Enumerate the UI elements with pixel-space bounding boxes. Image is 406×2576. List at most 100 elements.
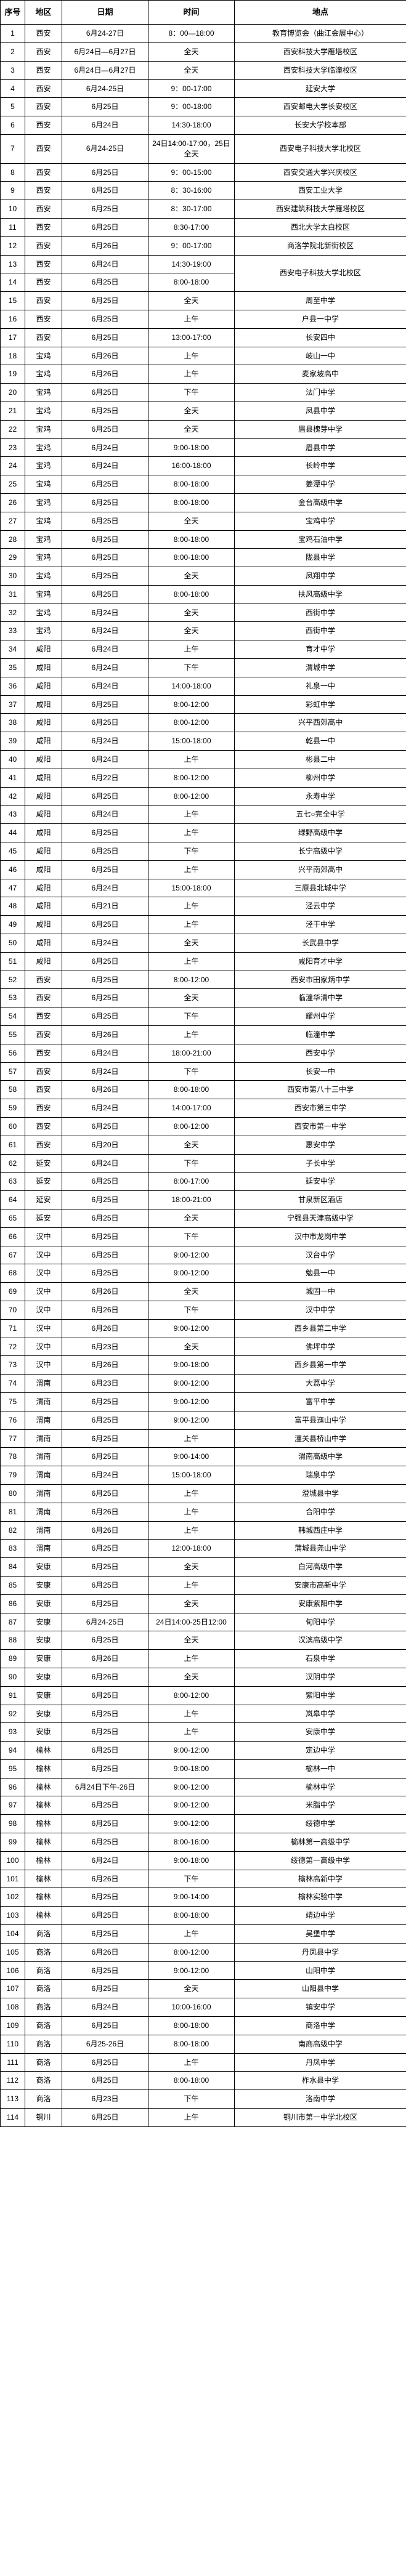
cell-region: 西安	[25, 200, 62, 219]
table-row: 30宝鸡6月25日全天凤翔中学	[1, 567, 406, 586]
cell-time: 14:00-18:00	[148, 677, 235, 695]
cell-date: 6月26日	[62, 1503, 148, 1521]
table-row: 42咸阳6月25日8:00-12:00永寿中学	[1, 787, 406, 806]
cell-place: 柳州中学	[235, 769, 406, 787]
cell-seq: 54	[1, 1007, 25, 1026]
cell-date: 6月25日	[62, 1411, 148, 1429]
cell-time: 8:00-18:00	[148, 530, 235, 549]
cell-time: 18:00-21:00	[148, 1191, 235, 1209]
cell-place: 汉中市龙岗中学	[235, 1227, 406, 1246]
cell-date: 6月25日	[62, 1980, 148, 1998]
cell-region: 咸阳	[25, 897, 62, 916]
cell-seq: 67	[1, 1246, 25, 1264]
cell-date: 6月25日	[62, 1925, 148, 1944]
cell-date: 6月25日	[62, 567, 148, 586]
table-row: 76渭南6月25日9:00-12:00富平县迤山中学	[1, 1411, 406, 1429]
cell-region: 咸阳	[25, 860, 62, 879]
cell-seq: 86	[1, 1594, 25, 1613]
cell-region: 西安	[25, 255, 62, 273]
cell-place: 绿野高级中学	[235, 824, 406, 842]
cell-time: 15:00-18:00	[148, 879, 235, 897]
cell-date: 6月25日	[62, 1173, 148, 1191]
cell-region: 宝鸡	[25, 567, 62, 586]
cell-time: 上午	[148, 365, 235, 384]
table-row: 39咸阳6月24日15:00-18:00乾县一中	[1, 732, 406, 751]
cell-place: 法门中学	[235, 384, 406, 402]
table-row: 62延安6月24日下午子长中学	[1, 1154, 406, 1173]
table-row: 51咸阳6月25日上午咸阳育才中学	[1, 952, 406, 971]
cell-place: 西安科技大学雁塔校区	[235, 42, 406, 61]
cell-time: 全天	[148, 1594, 235, 1613]
cell-region: 安康	[25, 1705, 62, 1723]
cell-region: 西安	[25, 1099, 62, 1118]
cell-region: 西安	[25, 273, 62, 292]
cell-date: 6月25日	[62, 2017, 148, 2035]
cell-seq: 40	[1, 751, 25, 769]
cell-place: 商洛中学	[235, 2017, 406, 2035]
cell-region: 安康	[25, 1723, 62, 1742]
cell-time: 9：00-18:00	[148, 98, 235, 116]
cell-time: 24日14:00-17:00，25日全天	[148, 134, 235, 163]
cell-seq: 58	[1, 1081, 25, 1099]
cell-region: 西安	[25, 116, 62, 135]
cell-seq: 13	[1, 255, 25, 273]
cell-time: 下午	[148, 842, 235, 861]
cell-region: 渭南	[25, 1411, 62, 1429]
table-row: 90安康6月26日全天汉阴中学	[1, 1668, 406, 1686]
cell-place: 陇县中学	[235, 549, 406, 567]
cell-region: 咸阳	[25, 677, 62, 695]
cell-place: 渭南高级中学	[235, 1448, 406, 1466]
cell-seq: 78	[1, 1448, 25, 1466]
cell-time: 8:00-18:00	[148, 549, 235, 567]
cell-date: 6月25日	[62, 1264, 148, 1283]
cell-date: 6月24日	[62, 879, 148, 897]
cell-region: 咸阳	[25, 934, 62, 953]
cell-seq: 4	[1, 79, 25, 98]
cell-date: 6月25日	[62, 1209, 148, 1227]
cell-time: 全天	[148, 1558, 235, 1577]
cell-place: 安康紫阳中学	[235, 1594, 406, 1613]
cell-date: 6月25日	[62, 787, 148, 806]
cell-seq: 80	[1, 1484, 25, 1503]
cell-place: 长武县中学	[235, 934, 406, 953]
cell-place: 紫阳中学	[235, 1686, 406, 1705]
cell-seq: 41	[1, 769, 25, 787]
cell-date: 6月24日	[62, 255, 148, 273]
cell-time: 8:00-18:00	[148, 2035, 235, 2053]
cell-place: 西安电子科技大学北校区	[235, 134, 406, 163]
cell-seq: 6	[1, 116, 25, 135]
cell-time: 全天	[148, 512, 235, 530]
cell-place: 西安市第一中学	[235, 1118, 406, 1136]
table-row: 65延安6月25日全天宁强县天津高级中学	[1, 1209, 406, 1227]
cell-seq: 60	[1, 1118, 25, 1136]
cell-time: 上午	[148, 1705, 235, 1723]
table-row: 19宝鸡6月26日上午麦家坡高中	[1, 365, 406, 384]
cell-time: 8：30-17:00	[148, 200, 235, 219]
cell-seq: 33	[1, 622, 25, 640]
cell-date: 6月25日	[62, 842, 148, 861]
cell-place: 石泉中学	[235, 1650, 406, 1668]
table-row: 6西安6月24日14:30-18:00长安大学校本部	[1, 116, 406, 135]
cell-time: 8:00-18:00	[148, 2017, 235, 2035]
table-row: 114铜川6月25日上午铜川市第一中学北校区	[1, 2109, 406, 2127]
cell-seq: 63	[1, 1173, 25, 1191]
cell-region: 西安	[25, 163, 62, 182]
cell-time: 8:00-18:00	[148, 2072, 235, 2090]
cell-region: 延安	[25, 1191, 62, 1209]
cell-region: 西安	[25, 236, 62, 255]
cell-seq: 43	[1, 806, 25, 824]
cell-seq: 15	[1, 292, 25, 310]
cell-place: 绥德中学	[235, 1815, 406, 1833]
cell-seq: 32	[1, 604, 25, 622]
cell-seq: 106	[1, 1961, 25, 1980]
cell-time: 上午	[148, 806, 235, 824]
cell-region: 西安	[25, 182, 62, 200]
cell-place: 榆林第一高级中学	[235, 1833, 406, 1852]
table-row: 75渭南6月25日9:00-12:00富平中学	[1, 1392, 406, 1411]
table-row: 101榆林6月26日下午榆林高新中学	[1, 1870, 406, 1888]
cell-region: 咸阳	[25, 695, 62, 714]
cell-seq: 87	[1, 1613, 25, 1631]
cell-time: 上午	[148, 916, 235, 934]
cell-region: 西安	[25, 971, 62, 989]
cell-date: 6月24日	[62, 1998, 148, 2017]
